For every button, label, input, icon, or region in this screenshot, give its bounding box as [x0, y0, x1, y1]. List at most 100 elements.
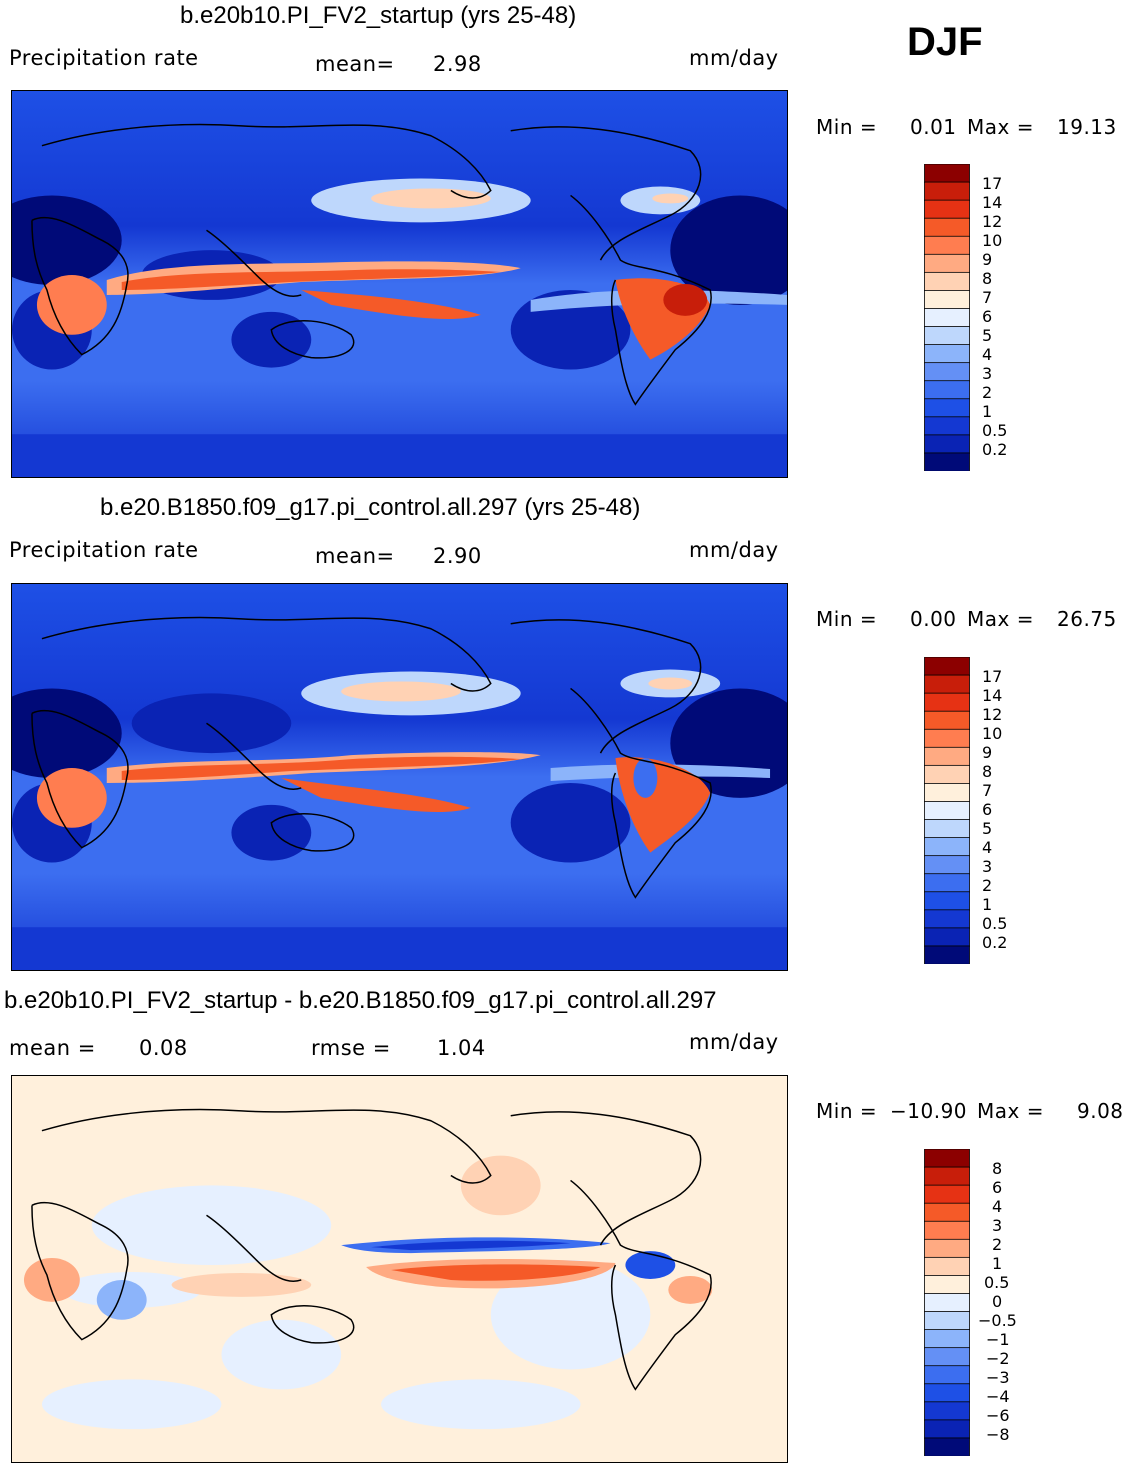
panel-2-colorbar-labels: 17 14 12 10 9 8 7 6 5 4 3 2 1 0.5 0.2 [982, 657, 1122, 964]
panel-2-cb-label: 5 [982, 819, 993, 838]
panel-2-cb-label: 6 [982, 800, 993, 819]
colorbar-swatch [924, 1419, 970, 1439]
panel-1-min-value: 0.01 [910, 115, 957, 139]
panel-3-cb-label: 0 [992, 1292, 1003, 1311]
colorbar-swatch [924, 764, 970, 785]
panel-1-cb-label: 9 [982, 250, 993, 269]
colorbar-swatch [924, 1149, 970, 1168]
colorbar-swatch [924, 1365, 970, 1385]
panel-1-cb-label: 14 [982, 193, 1003, 212]
colorbar-swatch [924, 710, 970, 730]
panel-2-title: b.e20.B1850.f09_g17.pi_control.all.297 (… [100, 494, 641, 521]
colorbar-swatch [924, 674, 970, 694]
panel-1-cb-label: 0.5 [982, 421, 1008, 440]
panel-1-precip-map [11, 90, 788, 478]
colorbar-swatch [924, 1184, 970, 1204]
panel-1-cb-label: 8 [982, 269, 993, 288]
panel-1-mean-label: mean= [315, 52, 395, 76]
panel-3-max-value: 9.08 [1077, 1099, 1124, 1123]
season-label: DJF [907, 20, 983, 64]
panel-3-colorbar-labels: 8 6 4 3 2 1 0.5 0 −0.5 −1 −2 −3 −4 −6 −8 [978, 1149, 1122, 1456]
panel-3-mean-label: mean = [9, 1036, 96, 1060]
panel-3-cb-label: 8 [992, 1159, 1003, 1178]
panel-2-mean-value: 2.90 [433, 544, 482, 568]
panel-1-max-value: 19.13 [1057, 115, 1117, 139]
colorbar-swatch [924, 452, 970, 471]
panel-1-max-label: Max = [967, 115, 1034, 139]
panel-3-cb-label: −6 [986, 1406, 1010, 1425]
colorbar-swatch [924, 1220, 970, 1240]
panel-1-colorbar-labels: 17 14 12 10 9 8 7 6 5 4 3 2 1 0.5 0.2 [982, 164, 1122, 471]
panel-2-cb-label: 7 [982, 781, 993, 800]
colorbar-swatch [924, 380, 970, 400]
panel-1-title: b.e20b10.PI_FV2_startup (yrs 25-48) [180, 2, 577, 29]
colorbar-swatch [924, 783, 970, 803]
panel-2-cb-label: 14 [982, 686, 1003, 705]
panel-3-cb-label: −3 [986, 1368, 1010, 1387]
panel-2-cb-label: 0.5 [982, 914, 1008, 933]
panel-2-colorbar [924, 657, 970, 964]
panel-1-cb-label: 0.2 [982, 440, 1008, 459]
panel-2-cb-label: 9 [982, 743, 993, 762]
panel-1-cb-label: 6 [982, 307, 993, 326]
colorbar-swatch [924, 308, 970, 328]
panel-3-cb-label: 3 [992, 1216, 1003, 1235]
panel-2-cb-label: 2 [982, 876, 993, 895]
colorbar-swatch [924, 217, 970, 237]
colorbar-swatch [924, 746, 970, 767]
colorbar-swatch [924, 398, 970, 418]
colorbar-swatch [924, 1401, 970, 1421]
panel-2-units: mm/day [689, 538, 779, 562]
panel-1-cb-label: 10 [982, 231, 1003, 250]
panel-3-units: mm/day [689, 1030, 779, 1054]
panel-1-colorbar [924, 164, 970, 471]
panel-1-cb-label: 1 [982, 402, 993, 421]
colorbar-swatch [924, 199, 970, 219]
colorbar-swatch [924, 1293, 970, 1313]
panel-2-cb-label: 1 [982, 895, 993, 914]
panel-2-cb-label: 3 [982, 857, 993, 876]
colorbar-swatch [924, 873, 970, 893]
panel-1-cb-label: 5 [982, 326, 993, 345]
panel-3-min-value: −10.90 [890, 1099, 968, 1123]
panel-2-cb-label: 12 [982, 705, 1003, 724]
panel-1-cb-label: 2 [982, 383, 993, 402]
panel-3-rmse-value: 1.04 [437, 1036, 486, 1060]
colorbar-swatch [924, 164, 970, 183]
colorbar-swatch [924, 657, 970, 676]
panel-2-precip-map [11, 583, 788, 971]
panel-3-cb-label: −2 [986, 1349, 1010, 1368]
colorbar-swatch [924, 362, 970, 382]
panel-2-colorbar-swatches [924, 657, 970, 964]
panel-2-cb-label: 17 [982, 667, 1003, 686]
colorbar-swatch [924, 253, 970, 274]
colorbar-swatch [924, 1383, 970, 1403]
panel-3-cb-label: −0.5 [978, 1311, 1017, 1330]
panel-3-cb-label: 6 [992, 1178, 1003, 1197]
colorbar-swatch [924, 416, 970, 436]
panel-2-cb-label: 0.2 [982, 933, 1008, 952]
colorbar-swatch [924, 909, 970, 929]
colorbar-swatch [924, 728, 970, 748]
colorbar-swatch [924, 1238, 970, 1259]
colorbar-swatch [924, 855, 970, 875]
panel-1-units: mm/day [689, 46, 779, 70]
panel-3-cb-label: −4 [986, 1387, 1010, 1406]
colorbar-swatch [924, 235, 970, 255]
panel-3-cb-label: 2 [992, 1235, 1003, 1254]
panel-2-mean-label: mean= [315, 544, 395, 568]
colorbar-swatch [924, 1256, 970, 1277]
panel-3-rmse-label: rmse = [311, 1036, 391, 1060]
panel-3-colorbar [924, 1149, 970, 1456]
panel-3-cb-label: −8 [986, 1425, 1010, 1444]
panel-2-cb-label: 4 [982, 838, 993, 857]
panel-1-cb-label: 4 [982, 345, 993, 364]
colorbar-swatch [924, 1437, 970, 1456]
colorbar-swatch [924, 927, 970, 947]
panel-1-cb-label: 17 [982, 174, 1003, 193]
colorbar-swatch [924, 1329, 970, 1349]
panel-3-cb-label: −1 [986, 1330, 1010, 1349]
colorbar-swatch [924, 801, 970, 821]
colorbar-swatch [924, 181, 970, 201]
colorbar-swatch [924, 1166, 970, 1186]
